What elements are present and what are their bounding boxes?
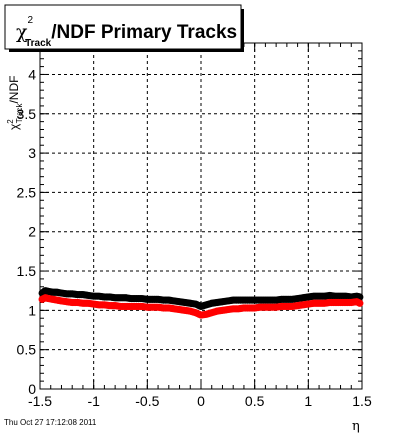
title-sup: 2 — [28, 15, 34, 26]
x-tick-label: -1.5 — [28, 393, 52, 409]
title-box-shadow-bottom — [9, 49, 241, 52]
y-axis-label-chi: χ — [7, 123, 21, 130]
svg-text:χ2Track/NDF: χ2Track/NDF — [6, 76, 24, 130]
x-tick-label: 1.5 — [352, 393, 372, 409]
x-tick-label: -0.5 — [135, 393, 159, 409]
timestamp-footer: Thu Oct 27 17:12:08 2011 — [4, 418, 97, 427]
y-axis-label-sub: Track — [15, 103, 24, 124]
y-tick-label: 3.5 — [17, 106, 37, 122]
y-tick-label: 3 — [28, 145, 36, 161]
y-tick-label: 2.5 — [17, 184, 37, 200]
y-axis-label-sup: 2 — [6, 119, 15, 124]
title-chi: χ — [16, 21, 28, 43]
tick-labels: -1.5 -1 -0.5 0 0.5 1 1.5 0 0.5 1 1.5 2 2.5 3 3.5 4 — [17, 66, 372, 409]
data-point — [356, 299, 364, 307]
y-tick-label: 1 — [28, 302, 36, 318]
x-tick-label: 0 — [197, 393, 205, 409]
series-1 — [38, 294, 364, 319]
data-series — [38, 287, 364, 319]
title-box: χ2 Track/NDF Primary Tracks — [4, 4, 244, 52]
y-tick-label: 0.5 — [17, 342, 37, 358]
x-tick-label: 1 — [304, 393, 312, 409]
x-tick-label: 0.5 — [245, 393, 265, 409]
y-tick-label: 0 — [28, 381, 36, 397]
title-box-border — [4, 4, 242, 50]
grid — [40, 43, 362, 389]
series-0 — [38, 287, 364, 311]
title-rest: /NDF Primary Tracks — [51, 22, 237, 43]
y-tick-label: 4 — [28, 66, 36, 82]
chart-title: χ2 Track/NDF Primary Tracks — [16, 15, 237, 49]
title-box-shadow-right — [241, 9, 244, 52]
y-axis-label-rest: /NDF — [7, 76, 21, 104]
x-tick-label: -1 — [87, 393, 100, 409]
y-tick-label: 2 — [28, 224, 36, 240]
title-sub: Track — [25, 38, 52, 49]
y-tick-label: 1.5 — [17, 263, 37, 279]
y-axis-label: χ2Track/NDF — [6, 76, 24, 130]
x-axis-label: η — [352, 419, 360, 433]
